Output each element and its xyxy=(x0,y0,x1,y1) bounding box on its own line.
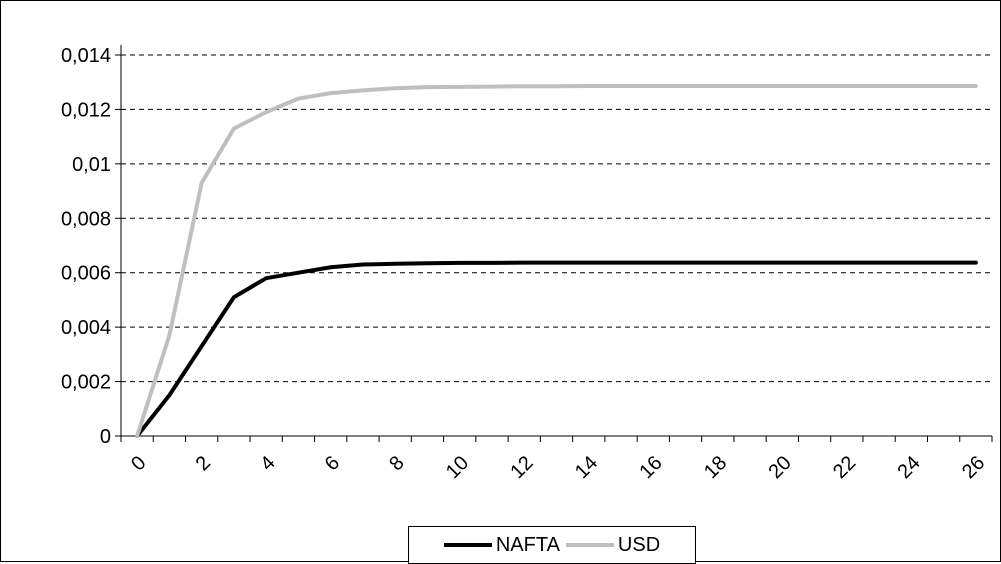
y-tick-label-7: 0,014 xyxy=(61,45,111,67)
series-line-nafta xyxy=(135,260,978,438)
legend-label-usd: USD xyxy=(617,533,661,556)
y-tick-label-2: 0,004 xyxy=(61,317,111,339)
x-tick-label-3: 6 xyxy=(321,452,344,475)
legend-entry-nafta: NAFTA xyxy=(443,533,560,557)
y-tick-label-4: 0,008 xyxy=(61,208,111,230)
legend-swatch-usd xyxy=(565,543,614,547)
y-tick-label-6: 0,012 xyxy=(61,99,111,121)
series-line-usd xyxy=(135,84,978,438)
x-tick-label-2: 4 xyxy=(256,452,279,475)
x-tick-label-9: 18 xyxy=(700,452,731,483)
y-tick-label-5: 0,01 xyxy=(72,154,111,176)
legend-entry-usd: USD xyxy=(565,533,661,557)
x-tick-label-10: 20 xyxy=(764,452,795,483)
x-tick-label-8: 16 xyxy=(635,452,666,483)
legend: NAFTA USD xyxy=(408,526,696,564)
x-tick-label-1: 2 xyxy=(192,452,215,475)
x-tick-label-5: 10 xyxy=(442,452,473,483)
x-tick-label-0: 0 xyxy=(127,452,150,475)
x-tick-label-4: 8 xyxy=(385,452,408,475)
x-tick-label-6: 12 xyxy=(506,452,537,483)
legend-label-nafta: NAFTA xyxy=(495,533,560,556)
x-tick-label-7: 14 xyxy=(571,452,602,483)
x-tick-label-13: 26 xyxy=(958,452,989,483)
x-tick-label-12: 24 xyxy=(893,452,924,483)
legend-swatch-nafta xyxy=(443,543,492,547)
y-tick-label-0: 0 xyxy=(100,426,111,448)
y-tick-label-1: 0,002 xyxy=(61,372,111,394)
y-tick-label-3: 0,006 xyxy=(61,263,111,285)
x-tick-label-11: 22 xyxy=(829,452,860,483)
